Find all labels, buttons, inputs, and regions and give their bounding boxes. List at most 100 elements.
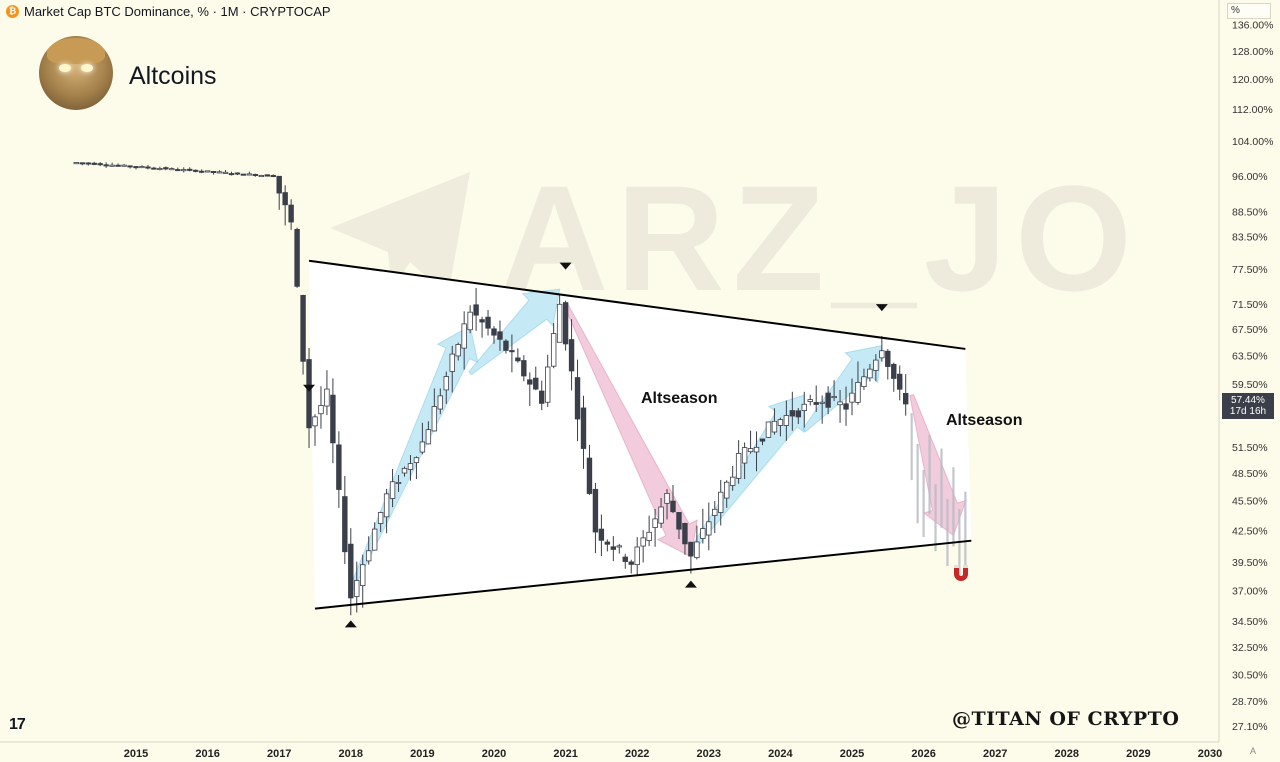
candle bbox=[795, 407, 801, 425]
candle bbox=[330, 378, 336, 464]
y-tick-label: 83.50% bbox=[1232, 232, 1268, 244]
candle bbox=[443, 371, 449, 404]
candle bbox=[192, 169, 199, 173]
candle bbox=[777, 417, 784, 437]
candle bbox=[377, 511, 384, 533]
candle bbox=[467, 305, 473, 334]
x-tick-label: 2023 bbox=[697, 748, 721, 760]
y-tick-label: 45.50% bbox=[1232, 496, 1268, 508]
candle bbox=[270, 174, 276, 178]
candle bbox=[449, 345, 455, 393]
candle bbox=[747, 430, 754, 454]
y-tick-label: 30.50% bbox=[1232, 670, 1268, 682]
candle bbox=[694, 525, 700, 560]
candle bbox=[825, 386, 831, 415]
candle bbox=[718, 479, 724, 526]
candle bbox=[234, 172, 241, 176]
candle bbox=[741, 442, 748, 480]
candle bbox=[163, 166, 169, 171]
y-tick-label: 112.00% bbox=[1232, 104, 1273, 116]
candle bbox=[473, 287, 479, 331]
candle bbox=[831, 380, 837, 402]
candle bbox=[246, 171, 253, 176]
candle bbox=[419, 422, 426, 455]
candle bbox=[503, 339, 509, 354]
trend-arrow-up bbox=[348, 325, 479, 593]
y-tick-label: 32.50% bbox=[1232, 642, 1268, 654]
candle bbox=[145, 164, 151, 170]
candle-countdown: 17d 16h bbox=[1229, 406, 1267, 417]
candle bbox=[855, 361, 861, 405]
author-credit: @TITAN OF CRYPTO bbox=[952, 708, 1180, 730]
candle bbox=[157, 166, 163, 171]
candle bbox=[682, 522, 688, 555]
candle bbox=[222, 169, 229, 174]
candle bbox=[729, 466, 736, 491]
candle bbox=[670, 484, 676, 514]
x-tick-label: 2018 bbox=[339, 748, 363, 760]
channel-lower-line[interactable] bbox=[314, 539, 972, 610]
candle bbox=[497, 320, 503, 351]
candle bbox=[127, 165, 133, 169]
current-price-value: 57.44% bbox=[1231, 395, 1265, 406]
candle bbox=[861, 368, 867, 390]
candle bbox=[712, 501, 718, 534]
tradingview-logo-icon[interactable]: 17 bbox=[9, 716, 26, 733]
x-axis[interactable]: 2015 2016 2017 2018 2019 2020 2021 2022 2023 2024… bbox=[0, 741, 1222, 760]
y-axis[interactable]: 136.00% 128.00% 120.00% 112.00% 104.00% 96.00… bbox=[1218, 0, 1273, 742]
chart-header: ₿ Market Cap BTC Dominance, % · 1M · CRY… bbox=[6, 3, 331, 19]
y-tick-label: 96.00% bbox=[1232, 171, 1268, 183]
auto-scale-button[interactable]: A bbox=[1250, 746, 1257, 756]
y-tick-label: 77.50% bbox=[1232, 264, 1268, 276]
x-tick-label: 2025 bbox=[840, 748, 864, 760]
y-tick-label: 42.50% bbox=[1232, 525, 1268, 537]
candle bbox=[521, 355, 527, 382]
candle bbox=[879, 336, 885, 362]
candle bbox=[252, 173, 259, 177]
candle bbox=[849, 378, 855, 416]
candle bbox=[175, 167, 181, 172]
x-tick-label: 2027 bbox=[983, 748, 1007, 760]
candle bbox=[891, 362, 897, 392]
candle bbox=[216, 170, 223, 174]
chart-title[interactable]: Market Cap BTC Dominance, % · 1M · CRYPT… bbox=[24, 3, 331, 19]
projection-bars bbox=[910, 413, 967, 577]
candle bbox=[318, 386, 324, 429]
candle bbox=[371, 522, 378, 551]
x-tick-label: 2022 bbox=[625, 748, 649, 760]
y-tick-label: 63.50% bbox=[1232, 351, 1268, 363]
candle bbox=[139, 165, 145, 169]
unit-selector[interactable]: % bbox=[1227, 3, 1271, 19]
candle bbox=[461, 311, 467, 370]
y-tick-label: 37.00% bbox=[1232, 586, 1268, 598]
candle bbox=[407, 454, 414, 481]
y-tick-label: 120.00% bbox=[1232, 74, 1273, 86]
y-tick-label: 59.50% bbox=[1232, 379, 1268, 391]
candle bbox=[336, 431, 342, 508]
channel-upper-line[interactable] bbox=[308, 259, 966, 350]
candle bbox=[783, 400, 790, 441]
candle bbox=[813, 385, 819, 412]
candle bbox=[401, 466, 408, 477]
avatar-hair bbox=[47, 38, 105, 64]
candle bbox=[807, 394, 813, 406]
watermark-text: ARZ_JO bbox=[500, 154, 1140, 322]
x-tick-label: 2019 bbox=[410, 748, 434, 760]
y-tick-label: 67.50% bbox=[1232, 324, 1268, 336]
candle bbox=[425, 421, 432, 445]
candle bbox=[91, 161, 97, 166]
candle bbox=[198, 169, 205, 174]
candle bbox=[724, 480, 730, 508]
candle bbox=[133, 166, 139, 170]
candle bbox=[801, 391, 807, 428]
y-tick-label: 48.50% bbox=[1232, 468, 1268, 480]
candle bbox=[181, 167, 187, 173]
candle bbox=[85, 162, 91, 166]
y-tick-label: 39.50% bbox=[1232, 557, 1268, 569]
candle bbox=[73, 162, 80, 165]
candle bbox=[706, 502, 712, 551]
magnet-icon[interactable] bbox=[950, 562, 972, 584]
x-tick-label: 2029 bbox=[1126, 748, 1150, 760]
candle bbox=[897, 365, 903, 401]
